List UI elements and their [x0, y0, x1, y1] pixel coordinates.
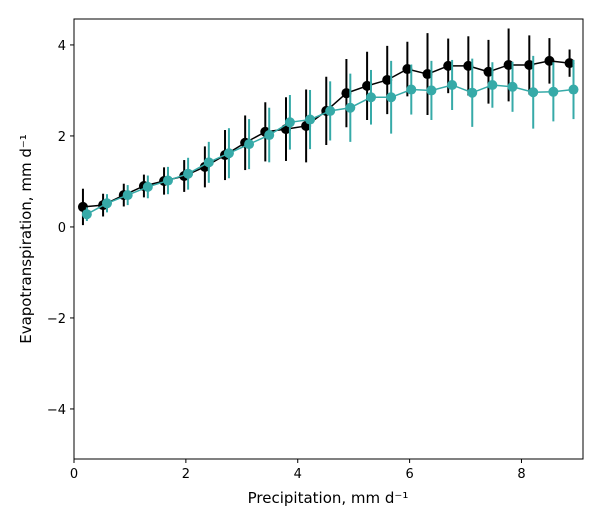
y-tick-label: −2: [47, 312, 66, 327]
y-tick-label: 4: [58, 39, 66, 54]
data-point: [102, 198, 113, 209]
data-point: [223, 148, 234, 159]
data-point: [564, 58, 575, 69]
data-point: [203, 157, 214, 168]
plot-frame: [73, 18, 584, 460]
data-point: [162, 175, 173, 186]
data-point: [467, 87, 478, 98]
y-tick-label: 2: [58, 130, 66, 145]
data-point: [483, 66, 494, 77]
data-point: [426, 85, 437, 96]
data-point: [524, 59, 535, 70]
data-point: [264, 130, 275, 141]
data-point: [81, 209, 92, 220]
x-axis-label: Precipitation, mm d⁻¹: [248, 489, 409, 507]
x-tick-label: 2: [182, 467, 190, 482]
data-point: [122, 190, 133, 201]
x-tick-label: 4: [294, 467, 302, 482]
data-point: [463, 60, 474, 71]
data-point: [447, 79, 458, 90]
x-tick-label: 8: [517, 467, 525, 482]
data-point: [503, 59, 514, 70]
data-point: [345, 102, 356, 113]
y-axis-label: Evapotranspiration, mm d⁻¹: [17, 134, 35, 344]
data-point: [548, 86, 559, 97]
data-point: [507, 81, 518, 92]
data-point: [142, 181, 153, 192]
data-point: [362, 80, 373, 91]
data-point: [325, 105, 336, 116]
data-point: [422, 69, 433, 80]
y-tick-label: −4: [47, 403, 66, 418]
data-point: [386, 92, 397, 103]
data-point: [244, 139, 255, 150]
data-point: [183, 168, 194, 179]
data-point: [382, 74, 393, 85]
x-tick-label: 6: [405, 467, 413, 482]
data-point: [528, 87, 539, 98]
data-point: [366, 92, 377, 103]
data-point: [341, 88, 352, 99]
data-point: [487, 79, 498, 90]
data-point: [406, 84, 417, 95]
x-tick-label: 0: [70, 467, 78, 482]
data-point: [544, 55, 555, 66]
data-point: [443, 60, 454, 71]
data-point: [305, 114, 316, 125]
data-point: [284, 117, 295, 128]
data-point: [568, 84, 579, 95]
data-point: [402, 64, 413, 75]
y-tick-label: 0: [58, 221, 66, 236]
